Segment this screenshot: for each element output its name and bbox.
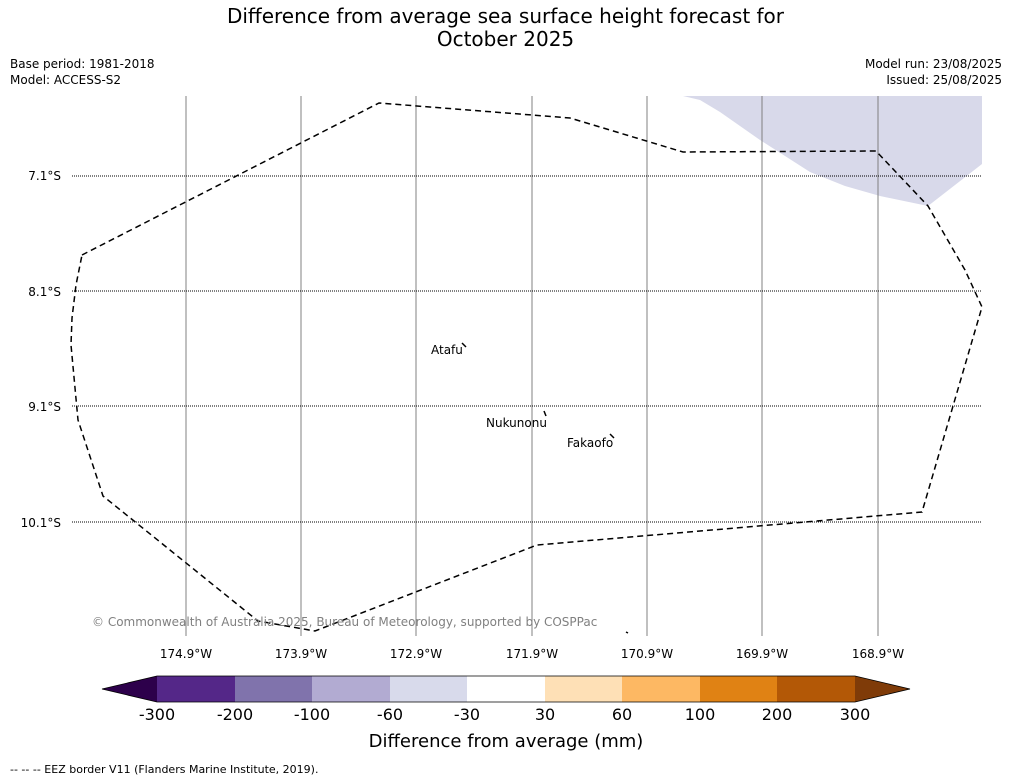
colorbar-segment-5: [467, 676, 545, 702]
colorbar-ticks: -300 -200 -100 -60 -30 30 60 100 200 300: [139, 705, 870, 724]
lat-gridlines: [72, 175, 982, 523]
colorbar-tick-10: 300: [840, 705, 871, 724]
colorbar-tick-4: -60: [377, 705, 403, 724]
fakaofo-island-shape: [609, 433, 615, 439]
model-run-date: Model run: 23/08/2025: [864, 57, 1002, 71]
lat-label-1: 7.1°S: [28, 169, 61, 183]
colorbar-tick-8: 100: [685, 705, 716, 724]
colorbar-tick-2: -200: [217, 705, 253, 724]
lon-label-1: 174.9°W: [160, 647, 212, 660]
copyright-notice: © Commonwealth of Australia 2025, Bureau…: [92, 615, 597, 629]
lon-label-7: 168.9°W: [852, 647, 904, 660]
colorbar-segment-9: [777, 676, 855, 702]
colorbar-segment-7: [622, 676, 700, 702]
colorbar-extend-low: [102, 676, 157, 702]
colorbar: -300 -200 -100 -60 -30 30 60 100 200 300…: [101, 675, 911, 752]
issued-date: Issued: 25/08/2025: [886, 73, 1002, 87]
island-label-fakaofo: Fakaofo: [567, 436, 613, 450]
eez-border: [70, 102, 983, 632]
meta-right: Model run: 23/08/2025 Issued: 25/08/2025: [865, 56, 1002, 88]
lat-label-2: 8.1°S: [28, 285, 61, 299]
colorbar-tick-9: 200: [762, 705, 793, 724]
lon-label-6: 169.9°W: [736, 647, 788, 660]
lon-gridlines: [185, 96, 879, 636]
colorbar-tick-6: 30: [535, 705, 555, 724]
island-label-atafu: Atafu: [431, 343, 463, 357]
colorbar-extend-high: [855, 676, 910, 702]
island-label-nukunonu: Nukunonu: [486, 416, 547, 430]
speck-island-shape: [625, 631, 629, 634]
nukunonu-island-shape: [543, 410, 547, 417]
colorbar-segment-1: [157, 676, 235, 702]
map-panel: Atafu Nukunonu Fakaofo 7.1°S 8.1°S 9.1°S…: [21, 96, 983, 660]
colorbar-tick-5: -30: [454, 705, 480, 724]
eez-legend-note: -- -- -- EEZ border V11 (Flanders Marine…: [10, 763, 319, 776]
lon-label-4: 171.9°W: [506, 647, 558, 660]
meta-left: Base period: 1981-2018 Model: ACCESS-S2: [10, 56, 155, 88]
colorbar-tick-1: -300: [139, 705, 175, 724]
colorbar-tick-3: -100: [294, 705, 330, 724]
base-period: Base period: 1981-2018: [10, 57, 155, 71]
lon-label-2: 173.9°W: [275, 647, 327, 660]
colorbar-segment-4: [390, 676, 467, 702]
colorbar-segment-3: [312, 676, 390, 702]
lon-label-5: 170.9°W: [621, 647, 673, 660]
colorbar-outline: [101, 675, 911, 703]
lat-label-4: 10.1°S: [21, 516, 61, 530]
atafu-island-shape: [461, 342, 467, 348]
colorbar-tick-7: 60: [612, 705, 632, 724]
model-name: Model: ACCESS-S2: [10, 73, 122, 87]
colorbar-segment-8: [700, 676, 777, 702]
title-line-1: Difference from average sea surface heig…: [226, 4, 785, 28]
colorbar-segment-2: [235, 676, 312, 702]
colorbar-segment-6: [545, 676, 622, 702]
lat-label-3: 9.1°S: [28, 400, 61, 414]
map-title: Difference from average sea surface heig…: [0, 5, 1011, 51]
title-line-2: October 2025: [436, 27, 575, 51]
lon-label-3: 172.9°W: [390, 647, 442, 660]
colorbar-label: Difference from average (mm): [369, 731, 644, 752]
